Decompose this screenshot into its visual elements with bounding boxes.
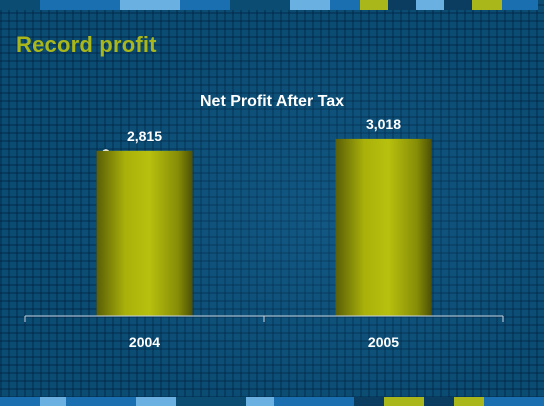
- bar-value-label: 3,018: [366, 116, 401, 132]
- bar-2005: [335, 138, 432, 316]
- x-tick-label: 2005: [368, 334, 399, 350]
- bar-value-label: 2,815: [127, 128, 162, 144]
- x-tick-label: 2004: [129, 334, 160, 350]
- bar-2004: [96, 150, 193, 316]
- top-color-strip: [0, 0, 544, 10]
- chart-title: Net Profit After Tax: [199, 93, 344, 110]
- bars-group: [96, 138, 432, 316]
- labels-group: 2,815 2004 3,018 2005: [127, 116, 401, 350]
- x-axis: [24, 315, 504, 322]
- slide-title: Record profit: [16, 32, 157, 57]
- bottom-color-strip: [0, 397, 544, 406]
